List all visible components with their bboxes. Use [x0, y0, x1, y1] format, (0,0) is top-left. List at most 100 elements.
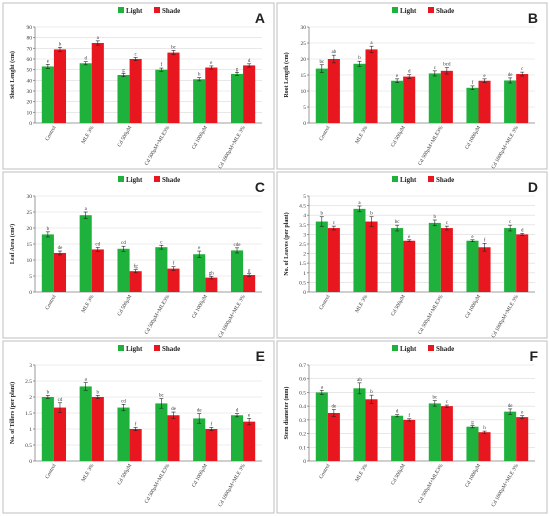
data-label: a: [85, 378, 88, 383]
chart-panel-e: 0 0.5 1 1.5 2 2.5 3 No. of Tillers (per plant) E…: [2, 340, 275, 514]
legend-swatch-light: [392, 176, 398, 182]
data-label: de: [58, 246, 64, 251]
bar-shade: [129, 271, 142, 292]
y-tick-label: 2.5: [299, 242, 306, 248]
y-tick-label: 3.5: [299, 223, 306, 229]
y-tick-label: 0.6: [299, 377, 306, 383]
data-label: e: [198, 246, 201, 251]
data-label: g: [122, 68, 125, 73]
data-label: gh: [209, 271, 215, 276]
panel-letter: C: [255, 179, 265, 195]
y-tick-label: 1.5: [299, 261, 306, 267]
data-label: cd: [121, 241, 126, 246]
data-label: h: [483, 426, 486, 431]
y-axis-label: No. of Leaves (per plant): [283, 212, 290, 275]
bar-shade: [53, 252, 67, 292]
bar-shade: [327, 59, 340, 123]
bar-light: [193, 254, 206, 292]
bar-light: [193, 79, 206, 123]
bar-shade: [243, 65, 256, 123]
data-label: bcd: [443, 63, 451, 68]
legend-label-light: Light: [400, 345, 417, 353]
data-label: d: [236, 409, 239, 414]
bar-shade: [129, 59, 142, 123]
bar-light: [466, 240, 479, 292]
y-axis-label: Stem diameter (mm): [283, 387, 290, 440]
bar-shade: [516, 234, 529, 292]
data-label: de: [331, 405, 337, 410]
legend-swatch-light: [118, 7, 124, 13]
y-tick-label: 15: [27, 242, 33, 248]
data-label: c: [333, 221, 336, 226]
y-tick-label: 0.5: [299, 280, 306, 286]
data-label: b: [47, 390, 50, 395]
bar-light: [41, 234, 54, 292]
bar-shade: [365, 221, 378, 292]
bar-light: [315, 392, 328, 461]
bar-light: [315, 221, 328, 292]
data-label: e: [210, 61, 213, 66]
bar-shade: [327, 413, 340, 461]
legend-swatch-light: [392, 345, 398, 351]
legend-label-light: Light: [126, 345, 143, 353]
y-tick-label: 3: [29, 363, 32, 369]
bar-light: [353, 208, 366, 292]
data-label: bc: [159, 394, 165, 399]
legend-swatch-shade: [154, 345, 160, 351]
bar-light: [193, 418, 206, 461]
data-label: c: [509, 220, 512, 225]
bar-shade: [403, 419, 416, 461]
y-tick-label: 0: [303, 121, 306, 127]
data-label: d: [521, 228, 524, 233]
y-tick-label: 0.7: [299, 363, 306, 369]
legend-label-shade: Shade: [436, 345, 454, 353]
data-label: c: [446, 400, 449, 405]
bar-shade: [205, 429, 218, 461]
data-label: ab: [331, 50, 336, 55]
data-label: c: [160, 240, 163, 245]
y-axis-label: Leaf Area (cm²): [9, 224, 16, 264]
legend-label-shade: Shade: [436, 176, 454, 184]
bar-light: [41, 66, 54, 123]
y-tick-label: 4.5: [299, 204, 306, 210]
data-label: e: [471, 235, 474, 240]
bar-light: [428, 403, 441, 461]
data-label: de: [508, 73, 514, 78]
data-label: de: [508, 404, 514, 409]
y-tick-label: 1.5: [25, 411, 32, 417]
y-tick-label: 20: [27, 100, 33, 106]
y-tick-label: 2: [303, 252, 306, 258]
panel-letter: D: [528, 179, 538, 195]
y-tick-label: 30: [301, 25, 307, 31]
data-label: g: [248, 269, 251, 274]
bar-shade: [53, 407, 67, 461]
data-label: a: [85, 207, 88, 212]
y-tick-label: 20: [27, 226, 33, 232]
y-tick-label: 60: [27, 57, 33, 63]
bar-light: [117, 407, 130, 461]
bar-light: [504, 411, 517, 461]
chart-panel-b: 0 5 10 15 20 25 30 Root Length (cm) B Light Shade b…: [276, 2, 548, 170]
data-label: c: [434, 66, 437, 71]
data-label: de: [171, 407, 177, 412]
chart-panel-a: 0 10 20 30 40 50 60 70 80 90 Shoot Lenght (cm) A Lig…: [2, 2, 275, 170]
y-tick-label: 3: [303, 232, 306, 238]
bar-shade: [516, 417, 529, 461]
data-label: e: [521, 411, 524, 416]
bar-light: [79, 215, 92, 292]
chart-panel-d: 0 0.5 1 1.5 2 2.5 3 3.5 4 4.5 5 No. of Leaves (per …: [276, 171, 548, 339]
data-label: bc: [319, 60, 325, 65]
y-tick-label: 0.4: [299, 404, 306, 410]
bar-shade: [167, 415, 180, 461]
bar-shade: [327, 228, 340, 292]
bar-light: [315, 68, 328, 123]
y-tick-label: 25: [27, 210, 33, 216]
bar-shade: [91, 43, 104, 123]
data-label: b: [370, 212, 373, 217]
bar-shade: [91, 397, 104, 461]
bar-light: [155, 247, 168, 292]
legend-label-light: Light: [400, 7, 417, 15]
y-tick-label: 0.5: [299, 390, 306, 396]
data-label: fg: [134, 265, 139, 270]
